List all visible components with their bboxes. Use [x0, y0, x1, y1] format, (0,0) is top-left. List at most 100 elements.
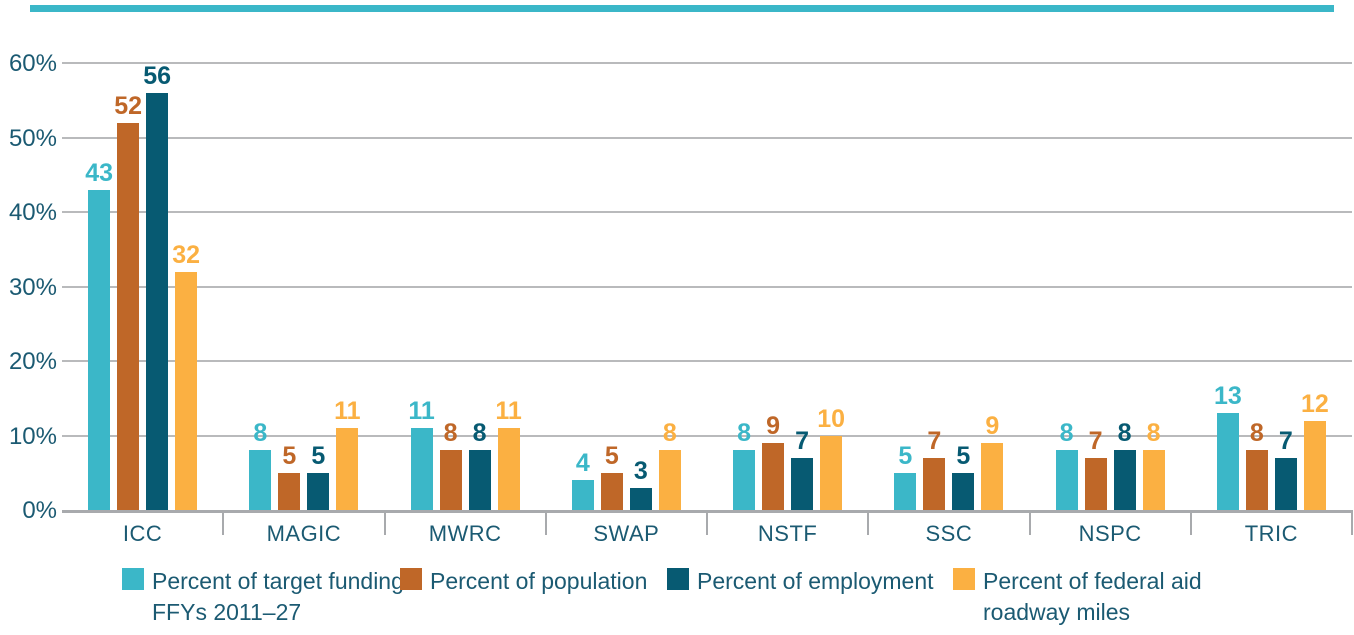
- top-rule: [30, 5, 1334, 12]
- bar: [278, 472, 301, 510]
- category-label: TRIC: [1244, 521, 1299, 546]
- bar-value-label: 8: [1117, 419, 1132, 448]
- gridline: [62, 136, 1352, 139]
- bar: [1084, 457, 1107, 510]
- bar: [88, 189, 111, 510]
- axis-tick: [222, 510, 225, 535]
- legend-swatch: [667, 568, 689, 590]
- category-label: NSPC: [1078, 521, 1142, 546]
- bar-value-label: 8: [662, 419, 677, 448]
- axis-tick: [867, 510, 870, 535]
- axis-tick: [1189, 510, 1192, 535]
- bar-value-label: 8: [472, 419, 487, 448]
- bar-value-label: 11: [495, 397, 522, 426]
- bar-value-label: 8: [1249, 419, 1264, 448]
- bar: [1245, 450, 1268, 510]
- y-axis-label: 10%: [8, 422, 57, 450]
- axis-tick: [1351, 510, 1353, 535]
- gridline: [62, 434, 1352, 437]
- y-axis-label: 50%: [8, 124, 57, 152]
- bar: [762, 442, 785, 510]
- axis-tick: [544, 510, 547, 535]
- bar-value-label: 5: [898, 441, 913, 470]
- bar: [1113, 450, 1136, 510]
- bar-value-label: 7: [795, 426, 810, 455]
- bar: [146, 92, 169, 510]
- bar: [336, 428, 359, 510]
- axis-tick: [383, 510, 386, 535]
- bar-value-label: 11: [408, 397, 435, 426]
- bar-value-label: 43: [85, 158, 114, 187]
- gridline: [62, 211, 1352, 213]
- bar-value-label: 7: [1088, 426, 1103, 455]
- bar: [820, 435, 843, 510]
- bar-value-label: 9: [766, 411, 781, 440]
- bar: [1216, 413, 1239, 510]
- category-label: SWAP: [593, 521, 660, 546]
- bar: [600, 472, 623, 510]
- legend-label: Percent of population: [430, 568, 648, 594]
- legend-swatch: [122, 568, 144, 590]
- bar-value-label: 9: [985, 411, 1000, 440]
- bar: [981, 442, 1004, 510]
- legend-swatch: [400, 568, 422, 590]
- bar: [1303, 420, 1326, 510]
- bar-value-label: 8: [443, 419, 458, 448]
- gridline: [62, 62, 1352, 64]
- bar: [629, 487, 652, 510]
- y-axis-label: 0%: [22, 497, 57, 524]
- bar-value-label: 11: [334, 397, 361, 426]
- y-axis-label: 20%: [8, 348, 57, 375]
- axis-tick: [706, 510, 708, 535]
- bar: [117, 122, 140, 510]
- bar: [894, 472, 917, 510]
- category-label: MAGIC: [266, 521, 342, 546]
- bar-value-label: 8: [1146, 419, 1161, 448]
- legend-swatch: [953, 568, 975, 590]
- category-label: MWRC: [428, 521, 502, 546]
- bar: [497, 428, 520, 510]
- bar-value-label: 8: [253, 419, 268, 448]
- bar-value-label: 32: [172, 240, 201, 269]
- y-axis-label: 60%: [8, 50, 57, 77]
- bar: [468, 450, 491, 510]
- bar-value-label: 52: [114, 91, 143, 120]
- y-axis-label: 30%: [8, 273, 57, 301]
- legend-label: Percent of federal aid roadway miles: [983, 568, 1202, 625]
- gridline: [62, 360, 1352, 362]
- bar: [1274, 457, 1297, 510]
- bar: [307, 472, 330, 510]
- legend-label: Percent of employment: [697, 568, 934, 594]
- bar-value-label: 5: [604, 441, 619, 470]
- bar: [658, 450, 681, 510]
- bar-value-label: 7: [927, 426, 942, 455]
- bar: [571, 480, 594, 510]
- bar: [1055, 450, 1078, 510]
- legend-label: Percent of target funding FFYs 2011–27: [152, 568, 404, 625]
- bar-value-label: 7: [1278, 426, 1293, 455]
- gridline: [62, 285, 1352, 288]
- bar: [952, 472, 975, 510]
- bar-value-label: 56: [143, 61, 172, 90]
- bar-value-label: 13: [1213, 382, 1242, 411]
- bar-value-label: 12: [1300, 389, 1329, 418]
- bar-value-label: 4: [575, 449, 590, 478]
- bar-value-label: 5: [282, 441, 297, 470]
- bar: [733, 450, 756, 510]
- bar-value-label: 5: [311, 441, 326, 470]
- category-label: SSC: [925, 521, 973, 546]
- bar: [791, 457, 814, 510]
- bar: [175, 271, 198, 510]
- category-label: NSTF: [757, 521, 818, 546]
- bar: [439, 450, 462, 510]
- bar-value-label: 5: [956, 441, 971, 470]
- bar: [1142, 450, 1165, 510]
- bar: [410, 428, 433, 510]
- bar: [249, 450, 272, 510]
- bar-value-label: 8: [737, 419, 752, 448]
- category-label: ICC: [122, 521, 163, 546]
- bar-value-label: 8: [1059, 419, 1074, 448]
- y-axis-label: 40%: [8, 199, 57, 226]
- bar-value-label: 10: [817, 404, 846, 433]
